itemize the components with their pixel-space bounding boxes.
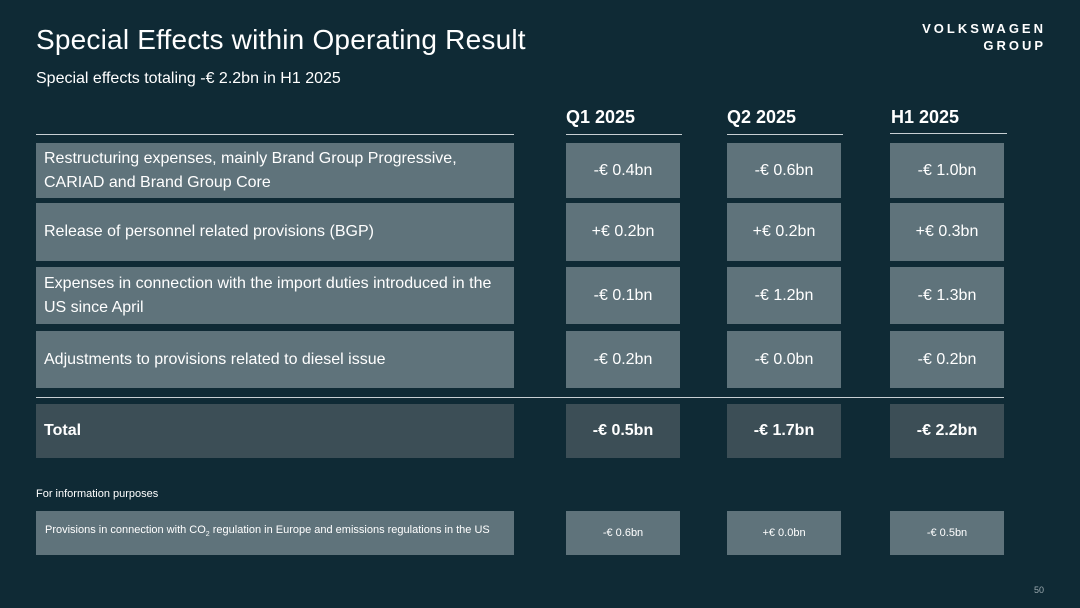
column-divider-q1 — [566, 134, 682, 135]
row-label-import-duties: Expenses in connection with the import d… — [36, 267, 514, 324]
column-header-q1: Q1 2025 — [566, 107, 636, 127]
row-value-diesel-provisions-q1: -€ 0.2bn — [566, 331, 680, 388]
brand-logo: VOLKSWAGEN GROUP — [922, 20, 1046, 54]
row-value-personnel-provisions-q1: +€ 0.2bn — [566, 203, 680, 261]
brand-line-1: VOLKSWAGEN — [922, 21, 1046, 36]
row-value-diesel-provisions-h1: -€ 0.2bn — [890, 331, 1004, 388]
info-row-label: Provisions in connection with CO2 regula… — [36, 511, 514, 555]
row-value-restructuring-q2: -€ 0.6bn — [727, 143, 841, 198]
row-value-restructuring-h1: -€ 1.0bn — [890, 143, 1004, 198]
column-header-q2: Q2 2025 — [727, 107, 797, 127]
total-label: Total — [36, 404, 514, 458]
info-label-part-2: regulation in Europe and emissions regul… — [209, 524, 490, 537]
column-divider-h1 — [890, 133, 1007, 134]
page-title: Special Effects within Operating Result — [36, 24, 526, 55]
info-label-subscript: 2 — [205, 531, 210, 539]
row-value-personnel-provisions-h1: +€ 0.3bn — [890, 203, 1004, 261]
row-value-personnel-provisions-q2: +€ 0.2bn — [727, 203, 841, 261]
row-value-import-duties-q1: -€ 0.1bn — [566, 267, 680, 324]
row-value-diesel-provisions-q2: -€ 0.0bn — [727, 331, 841, 388]
row-label-restructuring: Restructuring expenses, mainly Brand Gro… — [36, 143, 514, 198]
column-divider-q2 — [727, 134, 843, 135]
page-number: 50 — [1033, 585, 1044, 595]
column-header-h1: H1 2025 — [891, 107, 960, 127]
row-value-import-duties-q2: -€ 1.2bn — [727, 267, 841, 324]
row-label-personnel-provisions: Release of personnel related provisions … — [36, 203, 514, 261]
label-column-divider — [36, 134, 514, 135]
row-value-import-duties-h1: -€ 1.3bn — [890, 267, 1004, 324]
row-value-restructuring-q1: -€ 0.4bn — [566, 143, 680, 198]
row-label-diesel-provisions: Adjustments to provisions related to die… — [36, 331, 514, 388]
info-heading: For information purposes — [36, 488, 159, 500]
total-divider — [36, 397, 1004, 398]
brand-line-2: GROUP — [983, 38, 1046, 53]
total-value-q1: -€ 0.5bn — [566, 404, 680, 458]
info-value-h1: -€ 0.5bn — [890, 511, 1004, 555]
info-value-q2: +€ 0.0bn — [727, 511, 841, 555]
total-value-q2: -€ 1.7bn — [727, 404, 841, 458]
page-subtitle: Special effects totaling -€ 2.2bn in H1 … — [36, 70, 341, 87]
info-label-part-1: Provisions in connection with CO — [45, 524, 206, 537]
total-value-h1: -€ 2.2bn — [890, 404, 1004, 458]
info-value-q1: -€ 0.6bn — [566, 511, 680, 555]
